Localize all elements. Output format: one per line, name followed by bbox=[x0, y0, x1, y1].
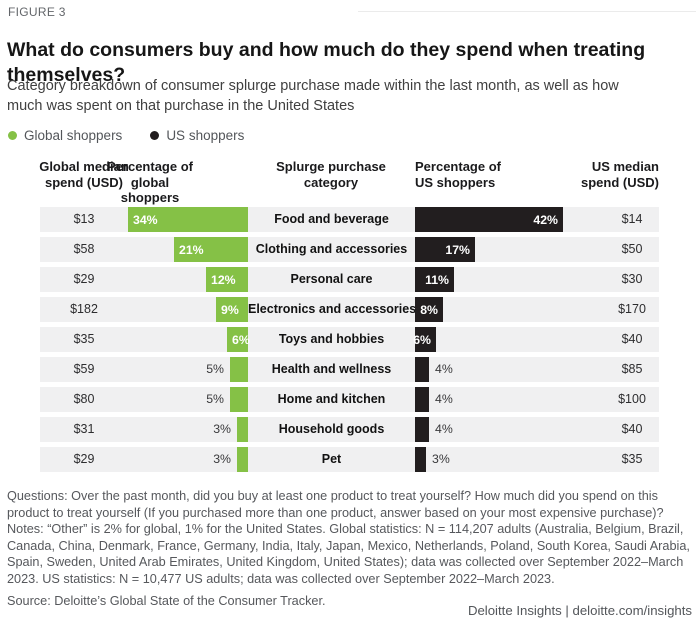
us-spend-value: $14 bbox=[621, 212, 643, 226]
category-label: Home and kitchen bbox=[277, 392, 386, 406]
us-spend-value: $30 bbox=[621, 272, 643, 286]
category-label: Clothing and accessories bbox=[255, 242, 408, 256]
us-bar: 8% bbox=[415, 297, 443, 322]
top-right-divider bbox=[358, 11, 696, 12]
table-row: $182 9% Electronics and accessories 8% $170 bbox=[40, 297, 659, 322]
global-bar: 34% bbox=[128, 207, 248, 232]
table-row: $80 5% Home and kitchen 4% $100 bbox=[40, 387, 659, 412]
chart-title: What do consumers buy and how much do th… bbox=[7, 39, 646, 87]
us-pct-label: 8% bbox=[420, 302, 438, 317]
table-row: $29 12% Personal care 11% $30 bbox=[40, 267, 659, 292]
legend-label-global: Global shoppers bbox=[24, 128, 123, 143]
table-row: $31 3% Household goods 4% $40 bbox=[40, 417, 659, 442]
table-row: $29 3% Pet 3% $35 bbox=[40, 447, 659, 472]
global-bar bbox=[230, 387, 248, 412]
global-bar: 21% bbox=[174, 237, 248, 262]
global-bar bbox=[237, 447, 248, 472]
us-pct-label: 17% bbox=[445, 242, 470, 257]
chart-subtitle: Category breakdown of consumer splurge p… bbox=[7, 78, 619, 114]
column-header-category: Splurge purchase category bbox=[276, 159, 386, 190]
category-label: Personal care bbox=[290, 272, 373, 286]
figure-label: FIGURE 3 bbox=[8, 5, 66, 19]
us-spend-value: $50 bbox=[621, 242, 643, 256]
category-label: Toys and hobbies bbox=[278, 332, 385, 346]
global-pct-label: 6% bbox=[232, 332, 250, 347]
category-label: Household goods bbox=[278, 422, 385, 436]
us-bar bbox=[415, 417, 429, 442]
column-header-global-percentage: Percentage of global shoppers bbox=[107, 159, 193, 205]
us-spend-value: $40 bbox=[621, 332, 643, 346]
category-label: Electronics and accessories bbox=[248, 302, 417, 316]
global-pct-label: 3% bbox=[213, 452, 231, 466]
table-row: $35 6% Toys and hobbies 6% $40 bbox=[40, 327, 659, 352]
global-pct-label: 21% bbox=[179, 242, 204, 257]
global-pct-label: 34% bbox=[133, 212, 158, 227]
deloitte-insights-link[interactable]: Deloitte Insights | deloitte.com/insight… bbox=[467, 603, 692, 618]
us-bar: 6% bbox=[413, 327, 436, 352]
category-label: Pet bbox=[321, 452, 342, 466]
us-bar bbox=[415, 357, 429, 382]
us-spend-value: $100 bbox=[618, 392, 646, 406]
global-bar: 6% bbox=[227, 327, 250, 352]
us-spend-value: $170 bbox=[618, 302, 646, 316]
global-pct-label: 3% bbox=[213, 422, 231, 436]
table-row: $58 21% Clothing and accessories 17% $50 bbox=[40, 237, 659, 262]
questions-note: Questions: Over the past month, did you … bbox=[7, 489, 664, 520]
us-pct-label: 42% bbox=[533, 212, 558, 227]
us-bar bbox=[415, 387, 429, 412]
global-spend-value: $29 bbox=[73, 452, 95, 466]
legend-item-global: Global shoppers bbox=[8, 128, 122, 143]
global-pct-label: 12% bbox=[211, 272, 236, 287]
legend: Global shoppers US shoppers bbox=[8, 128, 244, 143]
notes-note: Notes: “Other” is 2% for global, 1% for … bbox=[7, 522, 690, 586]
table-row: $59 5% Health and wellness 4% $85 bbox=[40, 357, 659, 382]
us-spend-value: $85 bbox=[621, 362, 643, 376]
global-spend-value: $13 bbox=[73, 212, 95, 226]
global-spend-value: $58 bbox=[73, 242, 95, 256]
footer-notes: Questions: Over the past month, did you … bbox=[7, 488, 693, 609]
global-spend-value: $31 bbox=[73, 422, 95, 436]
global-spend-value: $59 bbox=[73, 362, 95, 376]
us-spend-value: $40 bbox=[621, 422, 643, 436]
table-row: $13 34% Food and beverage 42% $14 bbox=[40, 207, 659, 232]
global-bar: 9% bbox=[216, 297, 248, 322]
us-pct-label: 3% bbox=[432, 452, 450, 466]
global-bar bbox=[230, 357, 248, 382]
us-shoppers-dot-icon bbox=[150, 131, 160, 140]
us-pct-label: 11% bbox=[425, 272, 449, 287]
global-bar: 12% bbox=[206, 267, 248, 292]
legend-item-us: US shoppers bbox=[150, 128, 244, 143]
global-bar bbox=[237, 417, 248, 442]
global-spend-value: $182 bbox=[70, 302, 98, 316]
column-header-global-median-spend: Global median spend (USD) bbox=[39, 159, 129, 190]
legend-label-us: US shoppers bbox=[166, 128, 245, 143]
category-label: Health and wellness bbox=[271, 362, 392, 376]
global-shoppers-dot-icon bbox=[8, 131, 17, 140]
us-pct-label: 4% bbox=[435, 362, 453, 376]
us-pct-label: 4% bbox=[435, 392, 453, 406]
us-bar: 42% bbox=[415, 207, 563, 232]
column-header-us-median-spend: US median spend (USD) bbox=[581, 159, 659, 190]
global-spend-value: $80 bbox=[73, 392, 95, 406]
us-pct-label: 6% bbox=[413, 332, 431, 347]
global-pct-label: 5% bbox=[206, 362, 224, 376]
column-header-us-percentage: Percentage of US shoppers bbox=[415, 159, 501, 190]
us-pct-label: 4% bbox=[435, 422, 453, 436]
category-label: Food and beverage bbox=[274, 212, 389, 226]
us-spend-value: $35 bbox=[621, 452, 643, 466]
global-pct-label: 5% bbox=[206, 392, 224, 406]
splurge-table: $13 34% Food and beverage 42% $14 $58 21% Cloth… bbox=[40, 207, 659, 477]
global-spend-value: $35 bbox=[73, 332, 95, 346]
global-pct-label: 9% bbox=[221, 302, 239, 317]
us-bar: 17% bbox=[415, 237, 475, 262]
us-bar: 11% bbox=[415, 267, 454, 292]
us-bar bbox=[415, 447, 426, 472]
source-note: Source: Deloitte’s Global State of the C… bbox=[7, 593, 326, 608]
global-spend-value: $29 bbox=[73, 272, 95, 286]
